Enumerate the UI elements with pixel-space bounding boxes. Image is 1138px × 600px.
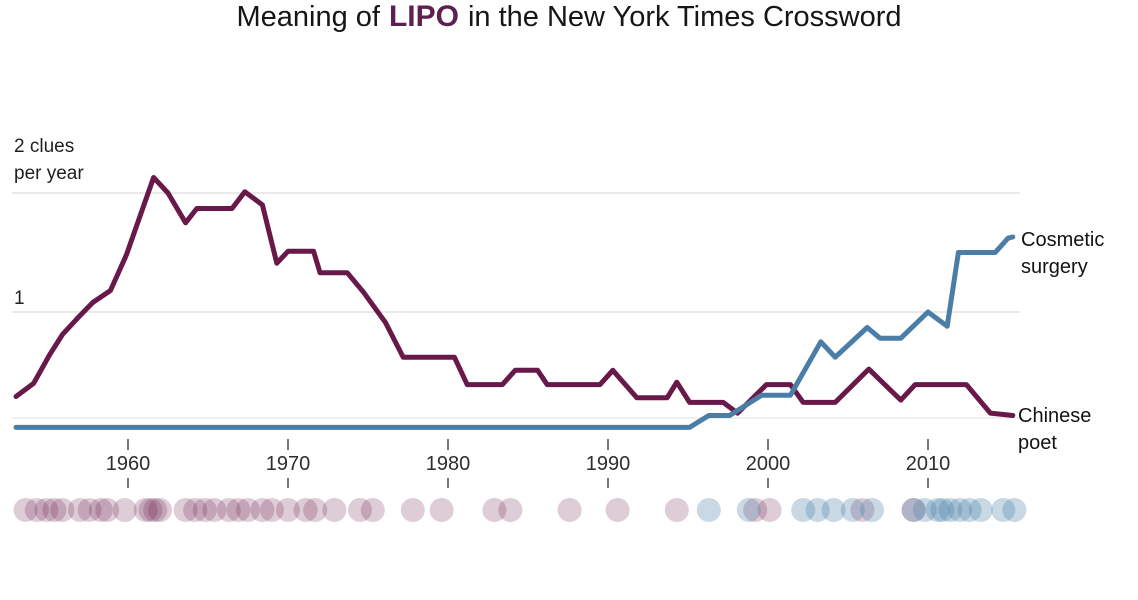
title-keyword: LIPO xyxy=(388,0,459,33)
clue-dot-chinese-poet xyxy=(138,498,163,522)
y-axis-top-label: 2 clues per year xyxy=(14,133,84,187)
chart-title: Meaning of LIPO in the New York Times Cros… xyxy=(0,0,1138,34)
clue-dot-cosmetic-surgery xyxy=(901,498,926,522)
clue-dot-chinese-poet xyxy=(77,498,102,522)
clue-dot-cosmetic-surgery xyxy=(938,498,963,522)
clue-dot-chinese-poet xyxy=(498,498,523,522)
title-suffix: in the New York Times Crossword xyxy=(467,1,902,33)
clue-dot-chinese-poet xyxy=(202,498,227,522)
clue-dot-chinese-poet xyxy=(112,498,137,522)
y-axis-top-label-line2: per year xyxy=(14,163,84,184)
clue-dot-chinese-poet xyxy=(95,498,120,522)
clue-dot-cosmetic-surgery xyxy=(1002,498,1027,522)
clue-dot-chinese-poet xyxy=(88,498,113,522)
clue-dot-cosmetic-surgery xyxy=(736,498,761,522)
clue-dot-chinese-poet xyxy=(348,498,372,522)
clue-dot-chinese-poet xyxy=(133,498,158,522)
clue-dot-chinese-poet xyxy=(743,498,768,522)
line-chinese-poet xyxy=(13,175,1016,418)
clue-dot-cosmetic-surgery xyxy=(948,498,972,522)
clue-dot-chinese-poet xyxy=(226,498,251,522)
series-label-chinese-line1: Chinese xyxy=(1018,405,1092,427)
clue-dot-chinese-poet xyxy=(664,498,689,522)
clue-dot-chinese-poet xyxy=(605,498,630,522)
clue-dot-chinese-poet xyxy=(183,498,208,522)
clue-dot-chinese-poet xyxy=(429,498,454,522)
x-tick-label: 2010 xyxy=(906,453,951,475)
series-label-cosmetic-line1: Cosmetic xyxy=(1021,229,1105,251)
clue-dot-chinese-poet xyxy=(260,498,284,522)
series-label-chinese-poet: Chinese poet xyxy=(1018,403,1091,457)
series-label-cosmetic-line2: surgery xyxy=(1021,256,1088,278)
clue-dot-cosmetic-surgery xyxy=(912,498,937,522)
x-tick-label: 1990 xyxy=(586,453,631,475)
clue-dot-cosmetic-surgery xyxy=(925,498,950,522)
clue-dot-chinese-poet xyxy=(322,498,347,522)
clue-dot-chinese-poet xyxy=(24,498,49,522)
clue-dot-chinese-poet xyxy=(216,498,241,522)
clue-dot-chinese-poet xyxy=(360,498,385,522)
x-tick-label: 1960 xyxy=(106,453,151,475)
clue-dot-chinese-poet xyxy=(850,498,875,522)
y-axis-top-label-line1: 2 clues xyxy=(14,136,75,157)
series-label-chinese-line2: poet xyxy=(1018,432,1057,454)
clue-dot-cosmetic-surgery xyxy=(696,498,721,522)
clue-dot-chinese-poet xyxy=(192,498,217,522)
x-tick-label: 1970 xyxy=(266,453,311,475)
title-prefix: Meaning of xyxy=(236,1,380,33)
y-axis-1-label: 1 xyxy=(14,288,25,309)
x-tick-label: 1980 xyxy=(426,453,471,475)
clue-dot-cosmetic-surgery xyxy=(821,498,846,522)
clue-dot-chinese-poet xyxy=(400,498,425,522)
clue-dot-chinese-poet xyxy=(148,498,172,522)
clue-dot-chinese-poet xyxy=(303,498,328,522)
clue-dot-cosmetic-surgery xyxy=(991,498,1016,522)
clue-dot-cosmetic-surgery xyxy=(860,498,884,522)
clue-dot-chinese-poet xyxy=(482,498,507,522)
clue-dot-chinese-poet xyxy=(557,498,582,522)
clue-dot-chinese-poet xyxy=(68,498,92,522)
clue-dot-chinese-poet xyxy=(901,498,926,522)
clue-dot-chinese-poet xyxy=(236,498,260,522)
x-tick-label: 2000 xyxy=(746,453,791,475)
series-label-cosmetic-surgery: Cosmetic surgery xyxy=(1021,227,1104,281)
clue-dot-chinese-poet xyxy=(276,498,300,522)
clue-dot-chinese-poet xyxy=(173,498,198,522)
clue-dot-chinese-poet xyxy=(143,498,168,522)
clue-dot-chinese-poet xyxy=(42,498,67,522)
clue-dot-chinese-poet xyxy=(250,498,275,522)
clue-dot-chinese-poet xyxy=(757,498,782,522)
line-cosmetic-surgery xyxy=(13,234,1016,430)
clue-dot-cosmetic-surgery xyxy=(805,498,830,522)
clue-dot-chinese-poet xyxy=(34,498,59,522)
clue-dot-chinese-poet xyxy=(13,498,38,522)
clue-dot-chinese-poet xyxy=(50,498,75,522)
clue-dot-cosmetic-surgery xyxy=(957,498,982,522)
clue-dot-cosmetic-surgery xyxy=(840,498,865,522)
clue-dot-cosmetic-surgery xyxy=(968,498,993,522)
clue-dot-cosmetic-surgery xyxy=(791,498,816,522)
clue-dot-cosmetic-surgery xyxy=(930,498,955,522)
clue-dot-chinese-poet xyxy=(293,498,318,522)
